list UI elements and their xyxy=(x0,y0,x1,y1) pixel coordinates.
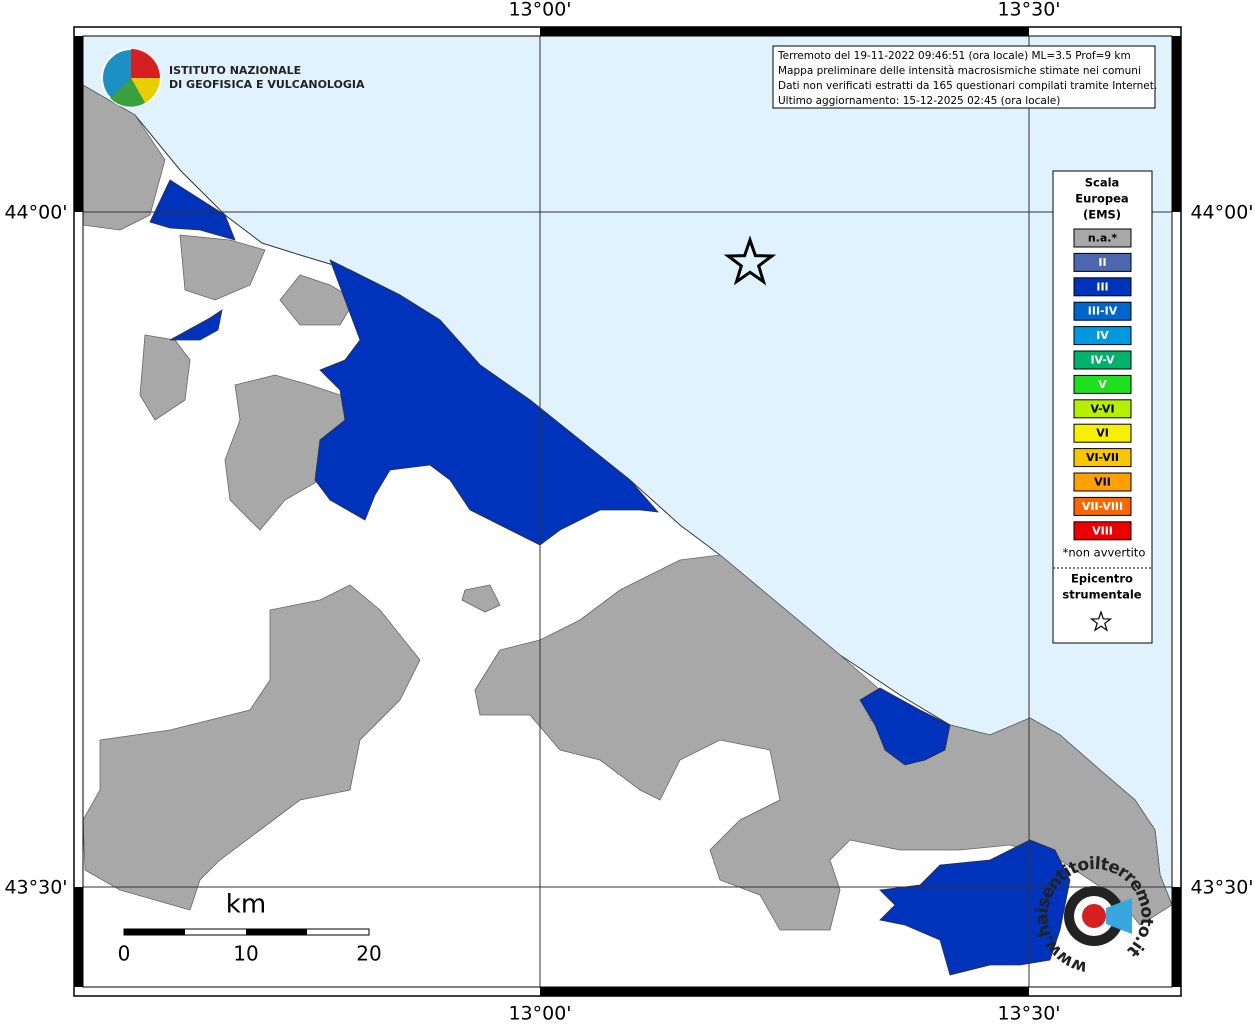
legend-title: (EMS) xyxy=(1083,208,1121,222)
lat-label: 44°00' xyxy=(1190,202,1253,224)
legend-swatch xyxy=(1073,228,1132,248)
legend-label: II xyxy=(1098,256,1106,269)
legend-label: VIII xyxy=(1092,524,1113,537)
info-line: Terremoto del 19-11-2022 09:46:51 (ora l… xyxy=(777,50,1131,62)
legend-title: Europea xyxy=(1075,192,1128,206)
legend-title: Scala xyxy=(1085,176,1120,190)
scale-unit: km xyxy=(226,890,266,920)
info-line: Ultimo aggiornamento: 15-12-2025 02:45 (… xyxy=(778,95,1060,107)
scale-label: 20 xyxy=(356,942,381,966)
legend-star xyxy=(1089,610,1113,632)
legend-label: V-VI xyxy=(1090,402,1114,415)
legend-swatch xyxy=(1073,374,1132,394)
municipalities-intensity-iii xyxy=(149,179,1071,976)
legend-swatch xyxy=(1073,277,1132,297)
legend-swatch xyxy=(1073,521,1132,541)
legend-swatch xyxy=(1073,399,1132,419)
lat-label: 44°00' xyxy=(4,202,67,224)
legend-swatch xyxy=(1073,423,1132,443)
lon-label: 13°00' xyxy=(508,0,571,21)
scale-label: 0 xyxy=(118,942,131,966)
logo-text: DI GEOFISICA E VULCANOLOGIA xyxy=(169,78,365,91)
legend-label: VI xyxy=(1096,427,1109,440)
lat-label: 43°30' xyxy=(1190,877,1253,899)
ingv-logo: ISTITUTO NAZIONALE DI GEOFISICA E VULCAN… xyxy=(101,48,365,108)
frame xyxy=(73,26,1182,997)
logo-text: ISTITUTO NAZIONALE xyxy=(169,64,301,77)
lat-label: 43°30' xyxy=(4,877,67,899)
lon-label: 13°30' xyxy=(997,1003,1060,1025)
legend: Scala Europea (EMS) *non avvertito Epice… xyxy=(1052,170,1153,644)
graticule xyxy=(83,36,1172,987)
scale-label: 10 xyxy=(233,942,258,966)
legend-label: V xyxy=(1098,378,1107,391)
scale-bar: km 0 10 20 xyxy=(118,890,382,966)
legend-label: VII xyxy=(1094,476,1111,489)
epicenter-star xyxy=(723,235,777,286)
legend-swatch xyxy=(1073,252,1132,272)
legend-label: III-IV xyxy=(1088,305,1118,318)
legend-swatch xyxy=(1073,301,1132,321)
legend-label: IV xyxy=(1096,329,1109,342)
legend-label: III xyxy=(1096,280,1108,293)
legend-epicenter: strumentale xyxy=(1062,588,1141,602)
legend-label: VI-VII xyxy=(1086,451,1119,464)
legend-swatch xyxy=(1073,350,1132,370)
info-line: Mappa preliminare delle intensità macros… xyxy=(778,65,1141,77)
legend-swatch xyxy=(1073,448,1132,468)
lon-label: 13°30' xyxy=(997,0,1060,21)
legend-label: n.a.* xyxy=(1088,232,1118,245)
legend-swatch xyxy=(1073,496,1132,516)
info-line: Dati non verificati estratti da 165 ques… xyxy=(778,80,1157,92)
legend-note: *non avvertito xyxy=(1063,546,1146,560)
legend-label: IV-V xyxy=(1090,354,1115,367)
municipalities-not-assessed xyxy=(82,84,1173,931)
legend-label: VII-VIII xyxy=(1082,500,1123,513)
legend-swatch xyxy=(1073,472,1132,492)
legend-epicenter: Epicentro xyxy=(1071,572,1133,586)
lon-label: 13°00' xyxy=(508,1003,571,1025)
info-box: Terremoto del 19-11-2022 09:46:51 (ora l… xyxy=(772,45,1157,109)
legend-swatch xyxy=(1073,326,1132,346)
